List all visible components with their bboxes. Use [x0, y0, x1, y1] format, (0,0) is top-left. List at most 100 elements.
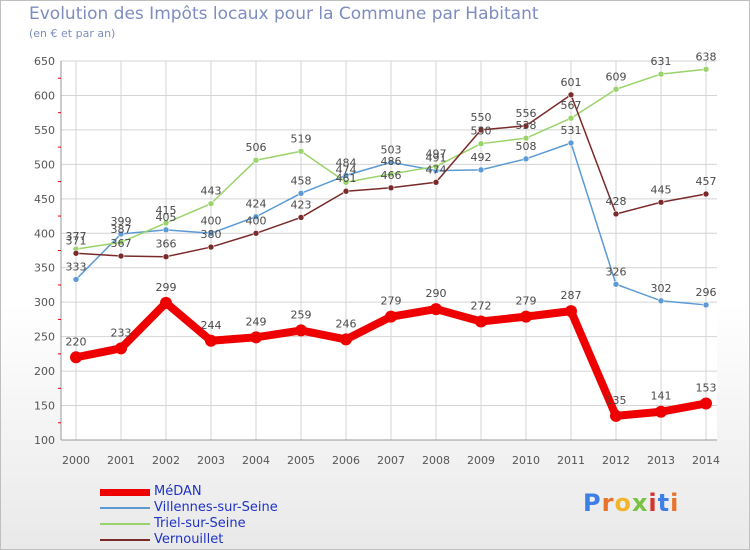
legend-label-medan: MéDAN: [154, 484, 202, 499]
data-label: 503: [381, 143, 402, 156]
x-tick-label: 2007: [377, 454, 405, 467]
legend-swatch-vernouillet: [100, 539, 150, 541]
data-label: 387: [111, 223, 132, 236]
data-label: 491: [426, 152, 447, 165]
data-label: 220: [66, 335, 87, 348]
data-point: [385, 310, 397, 323]
data-label: 461: [336, 172, 357, 185]
data-label: 466: [381, 169, 402, 182]
x-tick-label: 2001: [107, 454, 135, 467]
y-tick-label: 350: [34, 262, 55, 275]
data-point: [387, 184, 395, 192]
data-label: 371: [66, 234, 87, 247]
data-point: [612, 280, 620, 288]
data-point: [342, 172, 350, 179]
data-point: [702, 301, 710, 309]
x-tick-label: 2008: [422, 454, 450, 467]
data-point: [162, 219, 170, 227]
data-label: 556: [516, 107, 537, 120]
data-label: 244: [201, 319, 222, 332]
x-tick-label: 2004: [242, 454, 270, 467]
data-point: [565, 305, 577, 318]
data-point: [522, 122, 530, 130]
legend-item-vernouillet: Vernouillet: [100, 532, 360, 548]
y-tick-label: 600: [34, 89, 55, 102]
x-tick-label: 2010: [512, 454, 540, 467]
data-point: [477, 166, 485, 174]
data-label: 233: [111, 326, 132, 339]
data-point: [522, 155, 530, 163]
data-point: [115, 342, 127, 355]
x-tick-label: 2011: [557, 454, 585, 467]
data-point: [657, 297, 665, 305]
data-point: [252, 213, 260, 221]
data-label: 531: [561, 124, 582, 137]
data-point: [297, 147, 305, 155]
data-label: 424: [246, 198, 267, 211]
data-label: 290: [426, 287, 447, 300]
x-tick-label: 2013: [647, 454, 675, 467]
data-label: 443: [201, 185, 222, 198]
proxiti-logo: Proxiti: [583, 489, 680, 517]
data-label: 279: [381, 295, 402, 308]
data-point: [610, 409, 622, 422]
data-label: 474: [426, 163, 447, 176]
data-label: 484: [336, 156, 357, 169]
data-point: [160, 296, 172, 309]
data-label: 249: [246, 315, 267, 328]
data-label: 400: [201, 214, 222, 227]
data-point: [702, 65, 710, 73]
legend-item-villennes: Villennes-sur-Seine: [100, 500, 360, 516]
legend-label-vernouillet: Vernouillet: [154, 532, 224, 547]
x-tick-label: 2012: [602, 454, 630, 467]
data-point: [612, 85, 620, 93]
data-point: [162, 253, 170, 261]
data-label: 405: [156, 211, 177, 224]
legend-label-triel: Triel-sur-Seine: [154, 516, 246, 531]
data-point: [567, 114, 575, 122]
data-point: [702, 190, 710, 198]
data-point: [295, 324, 307, 337]
data-label: 530: [471, 125, 492, 138]
data-point: [522, 134, 530, 142]
data-point: [657, 198, 665, 206]
data-label: 272: [471, 299, 492, 312]
data-label: 567: [561, 99, 582, 112]
data-point: [387, 170, 395, 178]
data-label: 474: [336, 163, 357, 176]
data-label: 445: [651, 183, 672, 196]
y-tick-label: 300: [34, 296, 55, 309]
data-point: [72, 249, 80, 257]
data-label: 377: [66, 230, 87, 243]
data-label: 550: [471, 111, 492, 124]
data-point: [207, 200, 215, 207]
legend-swatch-medan: [100, 488, 150, 496]
data-point: [342, 187, 350, 195]
data-label: 296: [696, 286, 717, 299]
legend-label-villennes: Villennes-sur-Seine: [154, 500, 278, 515]
data-point: [297, 214, 305, 221]
x-tick-label: 2009: [467, 454, 495, 467]
data-label: 486: [381, 155, 402, 168]
data-label: 380: [201, 228, 222, 241]
y-tick-label: 100: [34, 434, 55, 447]
data-point: [477, 140, 485, 147]
data-point: [432, 178, 440, 186]
data-point: [207, 243, 215, 251]
data-label: 153: [696, 381, 717, 394]
x-tick-label: 2005: [287, 454, 315, 467]
data-point: [117, 230, 125, 238]
data-point: [432, 163, 440, 170]
data-label: 287: [561, 289, 582, 302]
y-tick-label: 200: [34, 365, 55, 378]
data-label: 246: [336, 317, 357, 330]
data-point: [477, 126, 485, 134]
data-point: [567, 139, 575, 147]
chart-subtitle: (en € et par an): [29, 27, 116, 40]
data-label: 428: [606, 195, 627, 208]
data-point: [250, 331, 262, 344]
data-point: [342, 178, 350, 186]
y-tick-label: 250: [34, 331, 55, 344]
data-point: [207, 229, 215, 237]
